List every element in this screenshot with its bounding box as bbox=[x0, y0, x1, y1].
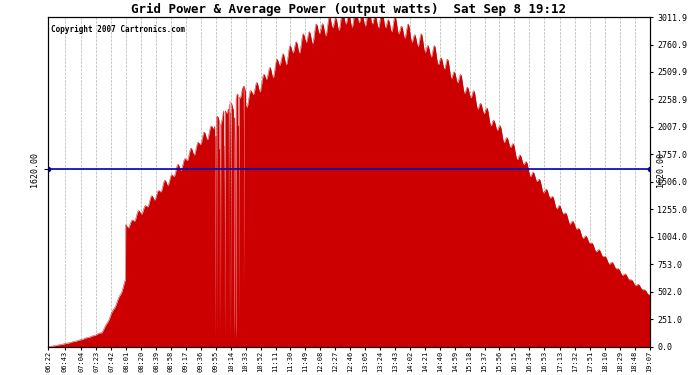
Title: Grid Power & Average Power (output watts)  Sat Sep 8 19:12: Grid Power & Average Power (output watts… bbox=[132, 3, 566, 16]
Text: Copyright 2007 Cartronics.com: Copyright 2007 Cartronics.com bbox=[52, 25, 186, 34]
Text: 1620.00: 1620.00 bbox=[656, 152, 664, 187]
